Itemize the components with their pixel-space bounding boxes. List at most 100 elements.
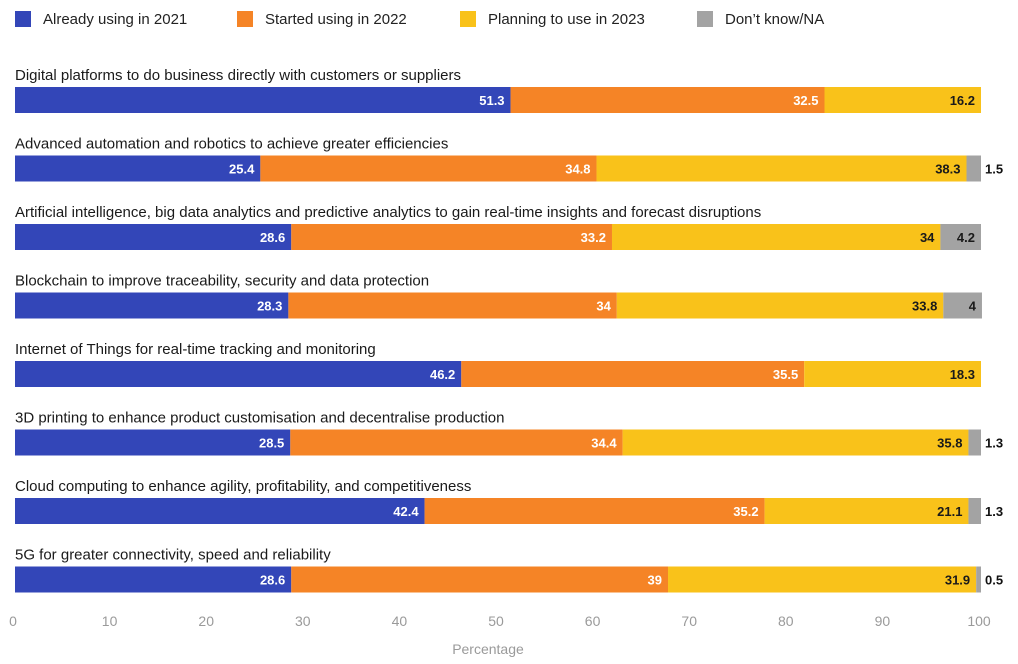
x-tick-label: 70 [681,613,697,629]
data-label: 4.2 [957,230,975,245]
bar-segment [15,224,292,250]
bar-segment [510,87,825,113]
data-label: 42.4 [393,504,419,519]
bar-segment [291,566,669,593]
data-label: 28.6 [260,230,285,245]
data-label: 33.2 [581,230,606,245]
bar-segment [15,155,261,182]
legend-label: Planning to use in 2023 [488,11,645,28]
category-label: Internet of Things for real-time trackin… [15,341,376,358]
bar-segment [940,224,981,250]
plot-area: Digital platforms to do business directl… [15,67,1003,593]
bar-segment [804,361,981,387]
category-label: 5G for greater connectivity, speed and r… [15,547,331,564]
data-label: 25.4 [229,162,255,177]
data-label: 34.4 [591,436,617,451]
bar-segment [966,155,981,182]
x-tick-label: 100 [967,613,991,629]
x-tick-label: 10 [102,613,118,629]
x-tick-label: 60 [585,613,601,629]
data-label: 35.5 [773,367,798,382]
data-label: 1.3 [985,436,1003,451]
bar-row: Advanced automation and robotics to achi… [15,136,1003,182]
x-axis: 0 10 20 30 40 50 60 70 80 90 100 [9,613,991,629]
bar-row: 3D printing to enhance product customisa… [15,410,1003,456]
data-label: 28.3 [257,299,282,314]
data-label: 18.3 [950,367,975,382]
bar-segment [764,498,969,524]
bar-segment [15,361,462,387]
data-label: 0.5 [985,573,1003,588]
data-label: 35.2 [733,504,758,519]
x-tick-label: 50 [488,613,504,629]
data-label: 35.8 [937,436,962,451]
bar-segment [943,292,982,319]
bar-segment [288,292,617,319]
bar-segment [596,155,967,182]
bar-segment [15,566,292,593]
category-label: Advanced automation and robotics to achi… [15,136,448,153]
bar-segment [15,87,511,113]
legend-label: Started using in 2022 [265,11,407,28]
bar-segment [968,498,981,524]
bar-segment [622,429,969,456]
data-label: 28.6 [260,573,285,588]
legend-swatch [460,11,476,27]
x-tick-label: 40 [392,613,408,629]
bar-segment [976,566,981,593]
bar-segment [461,361,805,387]
x-tick-label: 20 [198,613,214,629]
bar-segment [824,87,981,113]
legend-label: Already using in 2021 [43,11,187,28]
bar-segment [260,155,597,182]
category-label: Blockchain to improve traceability, secu… [15,273,429,290]
bar-segment [290,429,623,456]
legend-swatch [237,11,253,27]
data-label: 34 [920,230,935,245]
bar-segment [15,292,289,319]
bar-row: Internet of Things for real-time trackin… [15,341,981,387]
bar-segment [968,429,981,456]
x-tick-label: 80 [778,613,794,629]
bar-row: Blockchain to improve traceability, secu… [15,273,982,319]
bar-row: Cloud computing to enhance agility, prof… [15,478,1003,524]
x-tick-label: 0 [9,613,17,629]
category-label: Artificial intelligence, big data analyt… [15,204,761,221]
bar-row: Artificial intelligence, big data analyt… [15,204,981,250]
bar-segment [15,429,291,456]
data-label: 32.5 [793,93,818,108]
legend-label: Don’t know/NA [725,11,824,28]
data-label: 34 [596,299,611,314]
chart-legend: Already using in 2021 Started using in 20… [15,11,824,28]
bar-row: 5G for greater connectivity, speed and r… [15,547,1003,593]
x-axis-title: Percentage [452,641,524,657]
bar-segment [15,498,425,524]
data-label: 38.3 [935,162,960,177]
bar-segment [616,292,944,319]
data-label: 28.5 [259,436,284,451]
data-label: 16.2 [950,93,975,108]
legend-swatch [15,11,31,27]
data-label: 4 [969,299,977,314]
data-label: 31.9 [945,573,970,588]
bar-segment [424,498,765,524]
category-label: 3D printing to enhance product customisa… [15,410,504,427]
data-label: 1.3 [985,504,1003,519]
data-label: 51.3 [479,93,504,108]
bar-segment [611,224,941,250]
data-label: 21.1 [937,504,962,519]
legend-swatch [697,11,713,27]
data-label: 33.8 [912,299,937,314]
data-label: 34.8 [565,162,590,177]
category-label: Digital platforms to do business directl… [15,67,461,84]
bar-segment [668,566,977,593]
data-label: 39 [648,573,662,588]
bar-segment [291,224,612,250]
bar-row: Digital platforms to do business directl… [15,67,981,113]
data-label: 46.2 [430,367,455,382]
x-tick-label: 90 [875,613,891,629]
category-label: Cloud computing to enhance agility, prof… [15,478,471,495]
data-label: 1.5 [985,162,1003,177]
x-tick-label: 30 [295,613,311,629]
